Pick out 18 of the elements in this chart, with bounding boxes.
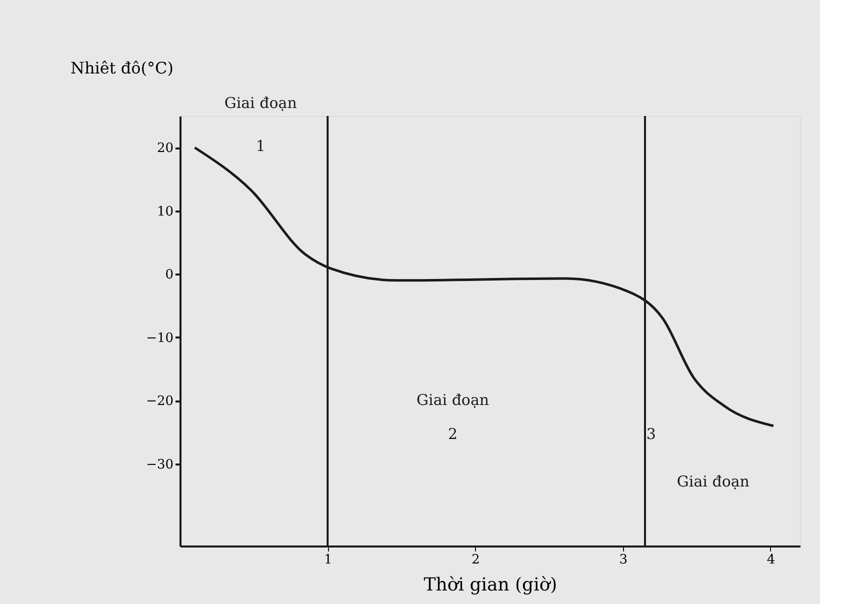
annotation: Giai đoạn (676, 472, 750, 490)
x-tick-label: 4 (766, 552, 776, 568)
annotation: Giai đoạn (416, 390, 490, 409)
y-tick-label: −20 (146, 394, 174, 410)
y-tick-label: 0 (165, 268, 174, 283)
annotation: 3 (646, 425, 656, 444)
x-axis-title: Thời gian (giờ) (424, 574, 558, 596)
x-tick-label: 3 (619, 552, 628, 568)
x-tick-label: 1 (324, 552, 332, 568)
y-tick-label: −10 (146, 330, 174, 346)
x-tick-label: 2 (472, 552, 480, 568)
y-tick-label: 20 (156, 141, 174, 156)
y-axis-title: Nhiêt đô(°C) (70, 58, 174, 78)
annotation: 1 (256, 137, 266, 156)
y-tick-label: −30 (146, 457, 174, 472)
annotation: 2 (448, 425, 458, 444)
text: Giai đoạn (224, 94, 298, 112)
y-tick-label: 10 (156, 204, 174, 220)
